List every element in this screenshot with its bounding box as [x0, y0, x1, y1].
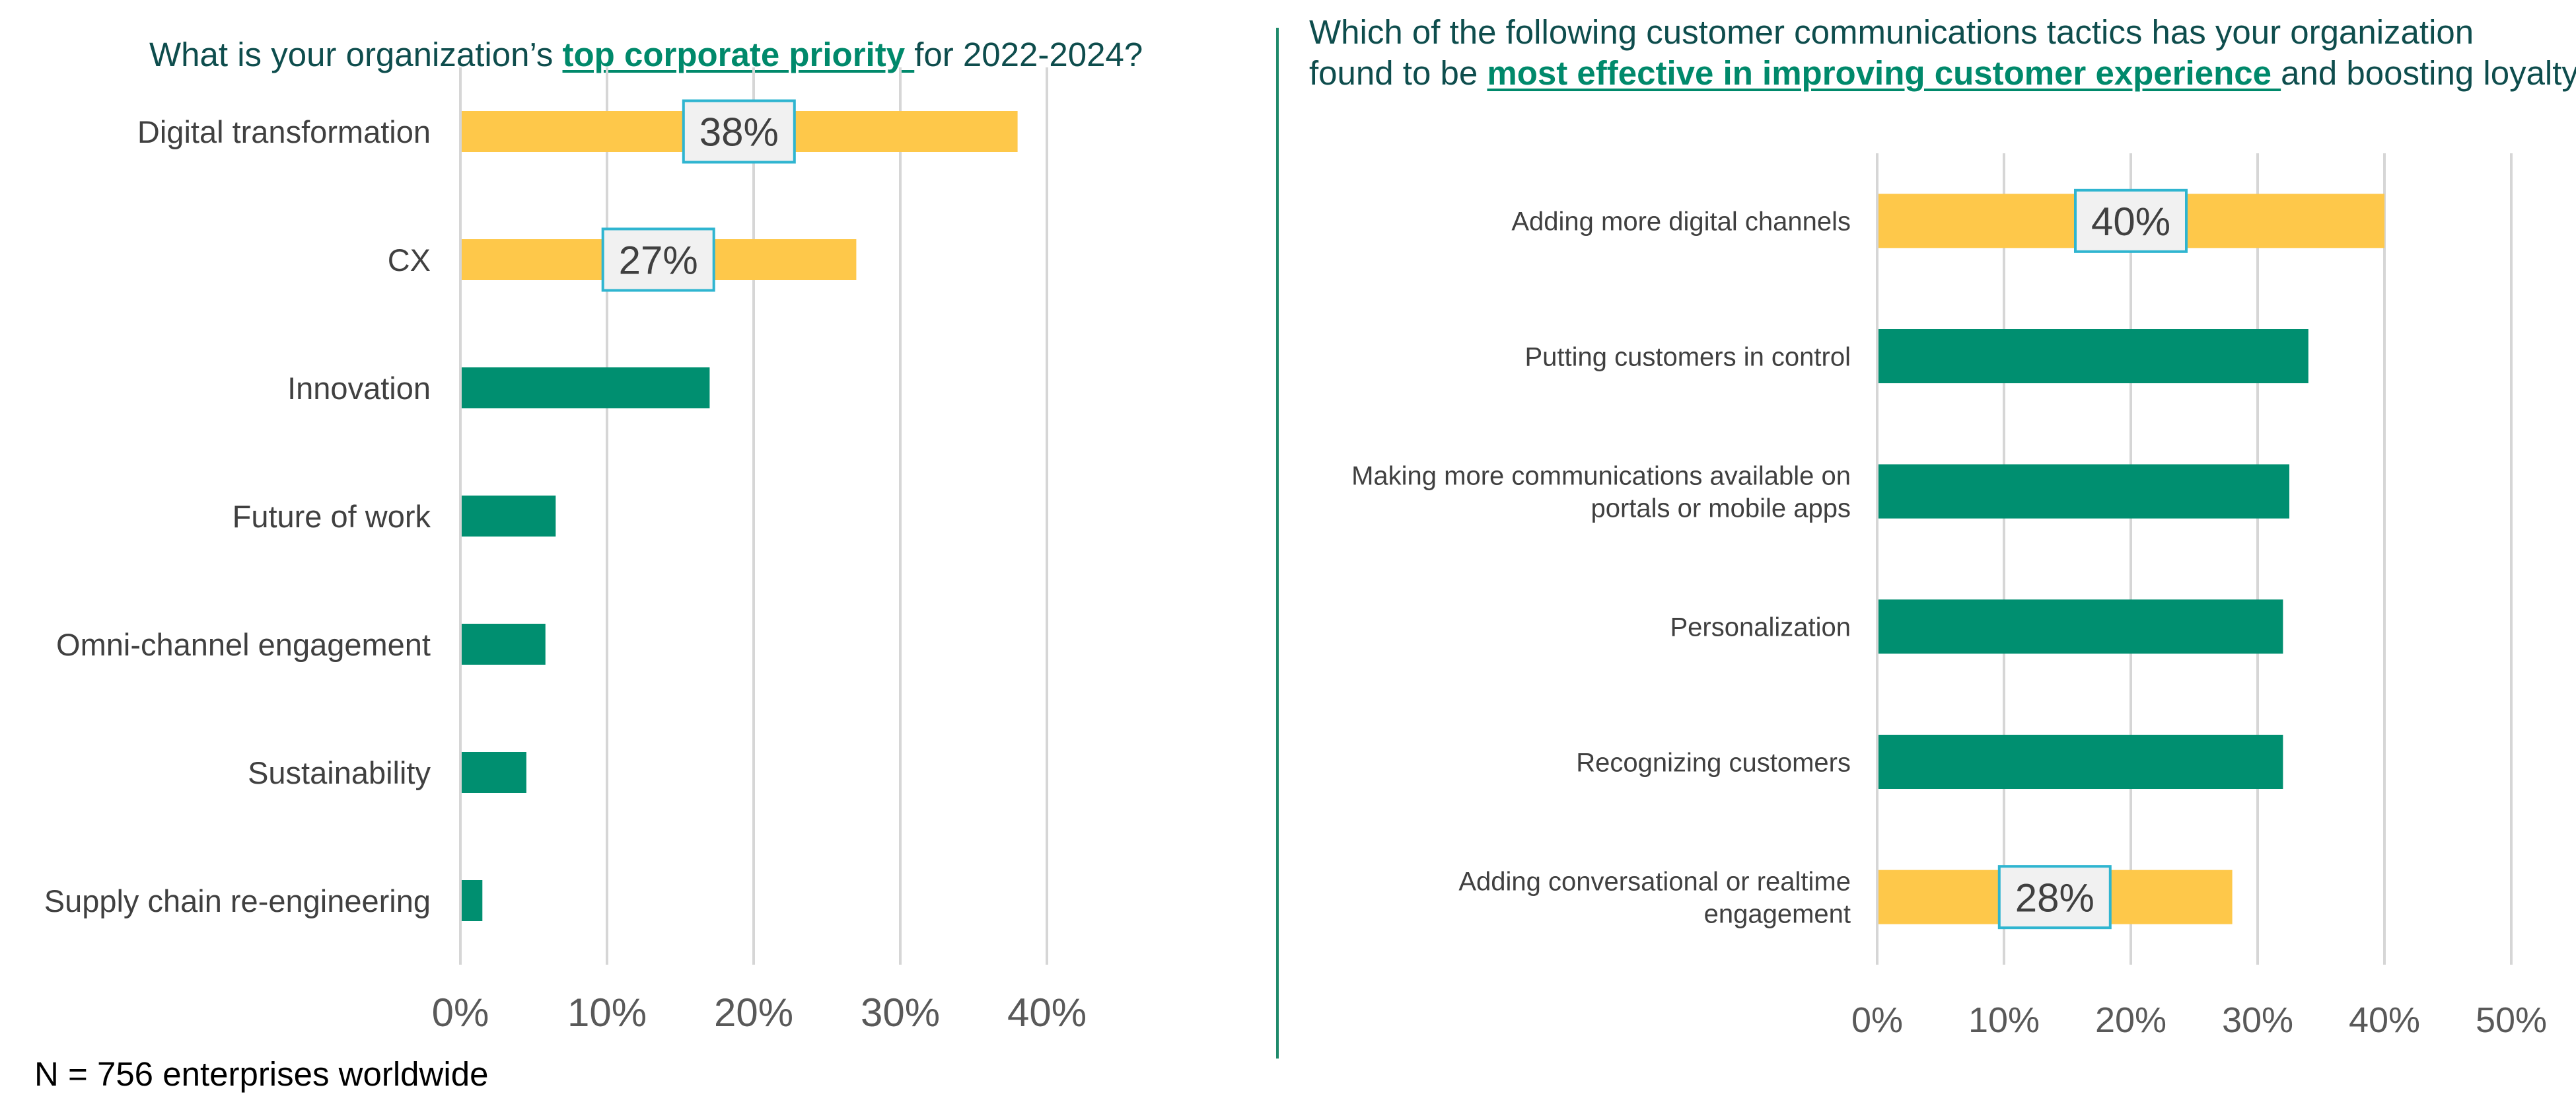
- left-bar: [460, 752, 526, 793]
- left-tick-label: 30%: [861, 990, 940, 1035]
- left-data-label: 38%: [699, 110, 779, 155]
- right-tick-label: 10%: [1968, 1000, 2040, 1040]
- right-category-label: Making more communications available on p…: [1351, 462, 1851, 523]
- left-bar: [460, 367, 710, 408]
- right-tick-label: 50%: [2476, 1000, 2547, 1040]
- right-category-label: Recognizing customers: [1576, 748, 1851, 777]
- left-title-highlight: top corporate priority: [562, 36, 915, 73]
- right-category-label: Personalization: [1670, 613, 1851, 642]
- left-bar-chart: Digital transformation CX Innovation Future…: [44, 67, 1087, 1035]
- right-category-label-line: portals or mobile apps: [1591, 494, 1851, 523]
- left-category-label: Digital transformation: [137, 114, 431, 149]
- right-bar: [1877, 735, 2283, 789]
- left-title-before: What is your organization’s: [149, 36, 563, 73]
- left-tick-label: 10%: [567, 990, 647, 1035]
- right-title-line-1: Which of the following customer communic…: [1309, 12, 2571, 53]
- right-category-label-line: Personalization: [1670, 613, 1851, 642]
- left-tick-label: 20%: [714, 990, 793, 1035]
- left-data-label-box: [682, 99, 796, 164]
- right-category-label-line: engagement: [1704, 899, 1851, 928]
- right-tick-label: 0%: [1851, 1000, 1903, 1040]
- left-category-label-line: Future of work: [233, 499, 431, 534]
- right-title-line-2: found to be most effective in improving …: [1309, 53, 2576, 94]
- left-category-label: Sustainability: [248, 755, 431, 790]
- left-data-label-box: [601, 227, 715, 292]
- right-category-label-line: Recognizing customers: [1576, 748, 1851, 777]
- right-title-line-2-after: and boosting loyalty?: [2281, 54, 2576, 92]
- left-category-label-line: Sustainability: [248, 755, 431, 790]
- right-data-label: 40%: [2091, 200, 2170, 244]
- left-category-label-line: Digital transformation: [137, 114, 431, 149]
- left-category-label: CX: [388, 242, 431, 278]
- left-category-label-line: Innovation: [287, 371, 431, 406]
- right-category-label-line: Making more communications available on: [1351, 462, 1851, 491]
- left-category-label-line: Supply chain re-engineering: [44, 883, 431, 918]
- left-tick-label: 40%: [1007, 990, 1087, 1035]
- right-category-label: Adding more digital channels: [1511, 207, 1851, 237]
- left-bar: [460, 880, 483, 921]
- left-category-label: Supply chain re-engineering: [44, 883, 431, 918]
- right-title-line-2-before: found to be: [1309, 54, 1487, 92]
- left-category-label: Innovation: [287, 371, 431, 406]
- left-bar: [460, 624, 546, 665]
- left-tick-label: 0%: [432, 990, 489, 1035]
- right-bar: [1877, 329, 2308, 383]
- sample-size-footnote: N = 756 enterprises worldwide: [34, 1055, 489, 1093]
- left-category-label: Future of work: [233, 499, 431, 534]
- right-category-label-line: Adding conversational or realtime: [1458, 868, 1851, 897]
- right-category-label: Putting customers in control: [1524, 342, 1851, 371]
- left-category-label-line: CX: [388, 242, 431, 278]
- right-chart-title: Which of the following customer communic…: [1309, 12, 2576, 94]
- right-tick-label: 40%: [2349, 1000, 2420, 1040]
- left-category-label: Omni-channel engagement: [56, 627, 431, 662]
- right-title-line-2-highlight: most effective in improving customer exp…: [1487, 54, 2281, 92]
- right-data-label-box: [2074, 188, 2188, 253]
- right-data-label-box: [1997, 865, 2112, 930]
- right-category-label: Adding conversational or realtime engagem…: [1458, 868, 1851, 929]
- left-chart-title: What is your organization’s top corporat…: [149, 34, 1272, 75]
- right-category-label-line: Adding more digital channels: [1511, 207, 1851, 237]
- left-title-after: for 2022-2024?: [914, 36, 1143, 73]
- right-title-line-1-before: Which of the following customer communic…: [1309, 13, 2474, 51]
- left-data-label: 27%: [619, 239, 698, 283]
- chart-divider: [1276, 28, 1279, 1059]
- right-bar: [1877, 464, 2289, 519]
- right-data-label: 28%: [2015, 875, 2094, 920]
- right-tick-label: 30%: [2222, 1000, 2293, 1040]
- left-category-label-line: Omni-channel engagement: [56, 627, 431, 662]
- right-category-label-line: Putting customers in control: [1524, 342, 1851, 371]
- right-bar: [1877, 599, 2283, 654]
- right-tick-label: 20%: [2095, 1000, 2166, 1040]
- left-bar: [460, 496, 556, 537]
